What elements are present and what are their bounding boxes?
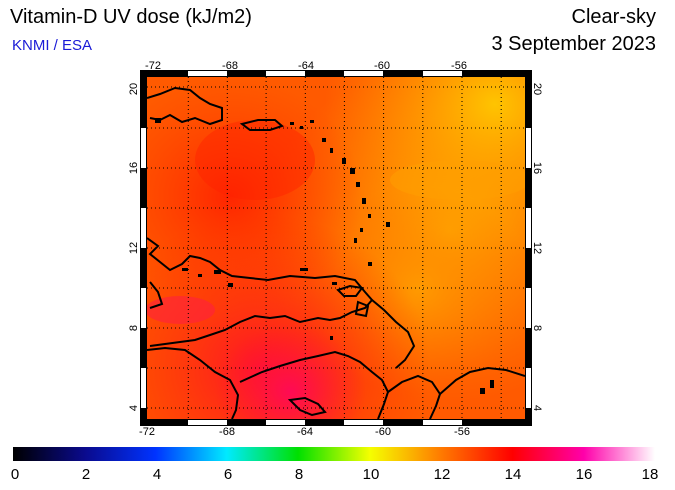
- lat-tick-left: 20: [128, 83, 140, 95]
- lat-tick-left: 8: [128, 325, 140, 331]
- data-credit: KNMI / ESA: [12, 37, 93, 54]
- colorbar-label: 8: [294, 466, 304, 483]
- lon-tick-bottom: -72: [139, 426, 155, 438]
- lon-tick-top: -68: [222, 60, 238, 72]
- colorbar-label: 10: [362, 466, 380, 483]
- lat-tick-left: 4: [128, 405, 140, 411]
- colorbar-label: 4: [152, 466, 162, 483]
- map-date: 3 September 2023: [491, 33, 656, 55]
- lon-tick-bottom: -60: [375, 426, 391, 438]
- colorbar-label: 18: [641, 466, 659, 483]
- colorbar-label: 12: [433, 466, 451, 483]
- lat-tick-right: 16: [531, 162, 543, 174]
- lon-tick-bottom: -56: [454, 426, 470, 438]
- islands: [155, 118, 494, 394]
- lat-tick-right: 4: [531, 405, 543, 411]
- lat-lon-grid: [147, 77, 525, 419]
- frame-segments: [141, 71, 531, 425]
- lon-tick-top: -60: [374, 60, 390, 72]
- lon-tick-bottom: -68: [219, 426, 235, 438]
- lon-tick-top: -64: [298, 60, 314, 72]
- colorbar-label: 6: [223, 466, 233, 483]
- lon-ticks-top: -72 -68 -64 -60 -56: [145, 60, 467, 72]
- lon-tick-bottom: -64: [297, 426, 313, 438]
- sky-condition: Clear-sky: [571, 6, 656, 28]
- lon-tick-top: -56: [451, 60, 467, 72]
- lat-tick-right: 20: [531, 83, 543, 95]
- lat-tick-right: 12: [531, 242, 543, 254]
- colorbar: [13, 447, 655, 461]
- map-title: Vitamin-D UV dose (kJ/m2): [10, 6, 252, 28]
- colorbar-label: 16: [575, 466, 593, 483]
- lat-tick-left: 12: [128, 242, 140, 254]
- lat-tick-left: 16: [128, 162, 140, 174]
- uv-field: [147, 77, 525, 419]
- colorbar-label: 14: [504, 466, 522, 483]
- lon-ticks-bottom: -72 -68 -64 -60 -56: [139, 426, 470, 438]
- lat-ticks-right: 20 16 12 8 4: [531, 83, 543, 411]
- lat-ticks-left: 20 16 12 8 4: [128, 83, 140, 411]
- lat-tick-right: 8: [531, 325, 543, 331]
- colorbar-label: 2: [81, 466, 91, 483]
- lon-tick-top: -72: [145, 60, 161, 72]
- uv-dose-map: -72 -68 -64 -60 -56 -72 -68 -64 -60 -56 …: [128, 60, 543, 438]
- colorbar-label: 0: [10, 466, 20, 483]
